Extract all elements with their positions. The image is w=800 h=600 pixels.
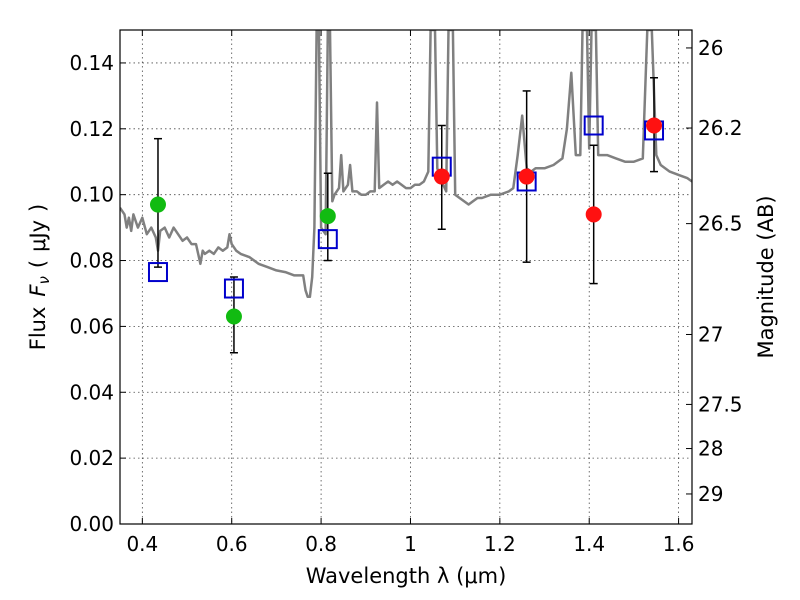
model-photometry-point <box>223 278 244 299</box>
y-label-close-paren: ) <box>26 204 50 212</box>
right-tick-label: 29 <box>698 482 723 506</box>
y-label-f: F <box>26 284 50 297</box>
model-photometry-point <box>317 229 338 250</box>
x-tick-label: 0.4 <box>126 532 158 556</box>
x-tick-label: 1.2 <box>484 532 516 556</box>
right-tick-label: 26 <box>698 36 723 60</box>
y-tick-label: 0.00 <box>69 512 114 536</box>
y-tick-label: 0.12 <box>69 117 114 141</box>
x-tick-label: 1.4 <box>573 532 605 556</box>
y-label-unit: μJy <box>26 220 50 252</box>
y-tick-label: 0.04 <box>69 380 114 404</box>
plot-frame <box>119 29 693 525</box>
x-tick-label: 0.6 <box>216 532 248 556</box>
axes-ticks: 0.4 0.6 0.8 1 1.2 1.4 1.6 0.00 0.02 0.04 0.06 0.08 0… <box>69 30 743 556</box>
right-tick-label: 28 <box>698 437 723 461</box>
plot-area <box>120 30 692 354</box>
observed-photometry-point <box>225 308 242 325</box>
x-tick-label: 0.8 <box>305 532 337 556</box>
observed-photometry-point <box>433 168 450 185</box>
y-tick-label: 0.08 <box>69 249 114 273</box>
y-tick-label: 0.10 <box>69 183 114 207</box>
right-tick-label: 26.2 <box>698 116 743 140</box>
right-tick-label: 27 <box>698 322 723 346</box>
right-tick-label: 26.5 <box>698 212 743 236</box>
y-axis-label: Flux Fν ( μJy) <box>26 204 53 351</box>
y-label-flux: Flux <box>26 307 50 351</box>
y-tick-label: 0.02 <box>69 446 114 470</box>
right-tick-label: 27.5 <box>698 392 743 416</box>
y-tick-label: 0.14 <box>69 51 114 75</box>
model-photometry-point <box>147 262 168 283</box>
observed-photometry-point <box>149 196 166 213</box>
observed-photometry-point <box>585 206 602 223</box>
x-tick-label: 1 <box>404 532 417 556</box>
right-axis-label: Magnitude (AB) <box>754 195 778 358</box>
y-label-nu: ν <box>35 276 53 284</box>
observed-photometry-point <box>319 208 336 225</box>
model-photometry-point <box>583 115 604 136</box>
observed-photometry-point <box>646 117 663 134</box>
observed-photometry-point <box>518 168 535 185</box>
y-tick-label: 0.06 <box>69 314 114 338</box>
y-label-open-paren: ( <box>26 260 50 268</box>
x-axis-label: Wavelength λ (μm) <box>306 564 507 588</box>
spectrum-line <box>120 30 692 299</box>
x-tick-label: 1.6 <box>663 532 695 556</box>
